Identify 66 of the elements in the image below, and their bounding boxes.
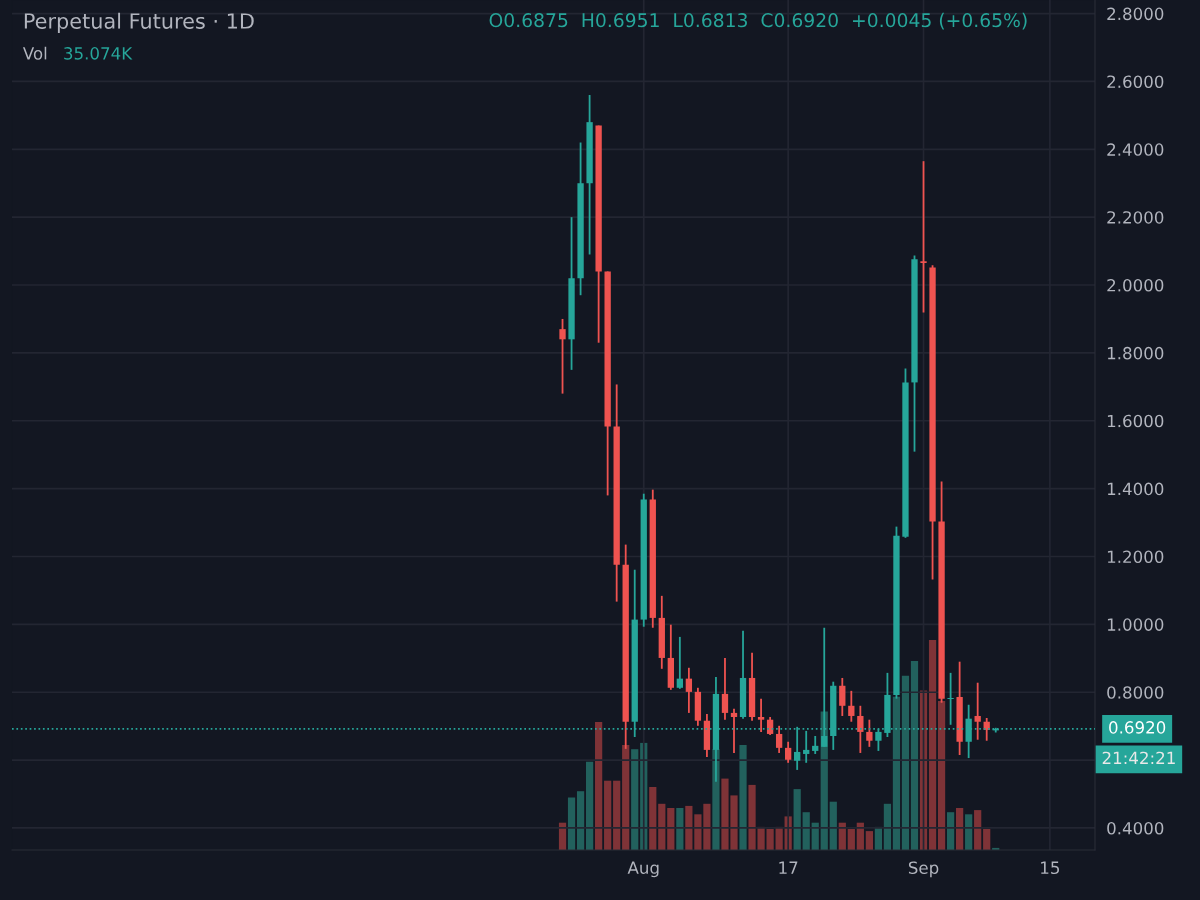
y-tick-label: 0.4000	[1107, 821, 1164, 835]
y-tick-label: 2.2000	[1107, 211, 1164, 224]
y-tick-label: 1.4000	[1107, 482, 1164, 496]
candlestick	[730, 707, 738, 754]
bar	[658, 803, 666, 850]
bar	[802, 812, 810, 850]
candlestick	[857, 704, 864, 754]
bar	[567, 797, 576, 850]
y-tick-label: 2.4000	[1107, 143, 1164, 156]
candlestick	[920, 160, 927, 314]
candlestick	[803, 729, 810, 764]
candlestick	[685, 666, 693, 714]
bar	[649, 787, 657, 850]
annotation: 35.074K	[64, 47, 133, 60]
y-tick-label: 1.8000	[1107, 346, 1164, 360]
y-tick-label: 1.0000	[1107, 618, 1164, 631]
candlestick	[839, 677, 846, 717]
candlestick	[775, 724, 783, 754]
bar	[622, 745, 630, 850]
text: 21:42:21	[1102, 751, 1175, 764]
candlestick	[676, 636, 684, 690]
bar	[946, 812, 955, 850]
y-tick-label: 1.2000	[1107, 550, 1164, 564]
candlestick	[974, 681, 981, 741]
candlestick	[866, 718, 873, 748]
bar	[613, 780, 621, 850]
bar	[901, 675, 910, 850]
bar	[585, 761, 594, 850]
bar	[595, 721, 603, 850]
bar	[631, 749, 639, 850]
bar	[604, 780, 612, 850]
y-tick-label: 2.6000	[1107, 75, 1164, 89]
bar	[667, 808, 675, 850]
y-tick-label: 2.0000	[1107, 278, 1164, 292]
bar	[793, 789, 801, 850]
candlestick	[757, 697, 765, 733]
bar	[865, 831, 873, 850]
text: Perpetual Futures · 1D	[24, 12, 254, 33]
bar	[576, 791, 585, 850]
y-tick-label: 1.6000	[1107, 414, 1164, 428]
bar	[983, 829, 991, 850]
annotation: Vol	[22, 46, 47, 60]
bar	[676, 808, 684, 850]
candlestick	[721, 657, 729, 721]
y-tick-label: 0.8000	[1107, 686, 1164, 699]
candlestick	[947, 671, 954, 726]
bar	[956, 808, 964, 850]
candlestick	[848, 689, 855, 723]
annotation: O0.6875 H0.6951 L0.6813 C0.6920 +0.0045 (+0.65%)	[489, 12, 1027, 30]
bar	[910, 661, 919, 850]
y-tick-label: 2.8000	[1107, 7, 1164, 21]
candlestick	[784, 740, 792, 764]
bar	[883, 803, 892, 850]
bar	[928, 640, 937, 850]
ref-line-label: 0.6920	[1109, 721, 1166, 734]
bar	[685, 805, 693, 850]
bar	[965, 814, 973, 850]
bar	[829, 801, 837, 850]
x-tick-label: 15	[1041, 861, 1060, 875]
x-tick-label: Aug	[627, 861, 659, 878]
bar	[974, 810, 982, 850]
candlestick	[559, 318, 566, 395]
x-tick-label: 17	[779, 861, 798, 874]
bar	[847, 829, 855, 850]
x-tick-label: Sep	[908, 861, 939, 878]
bar	[739, 745, 747, 850]
